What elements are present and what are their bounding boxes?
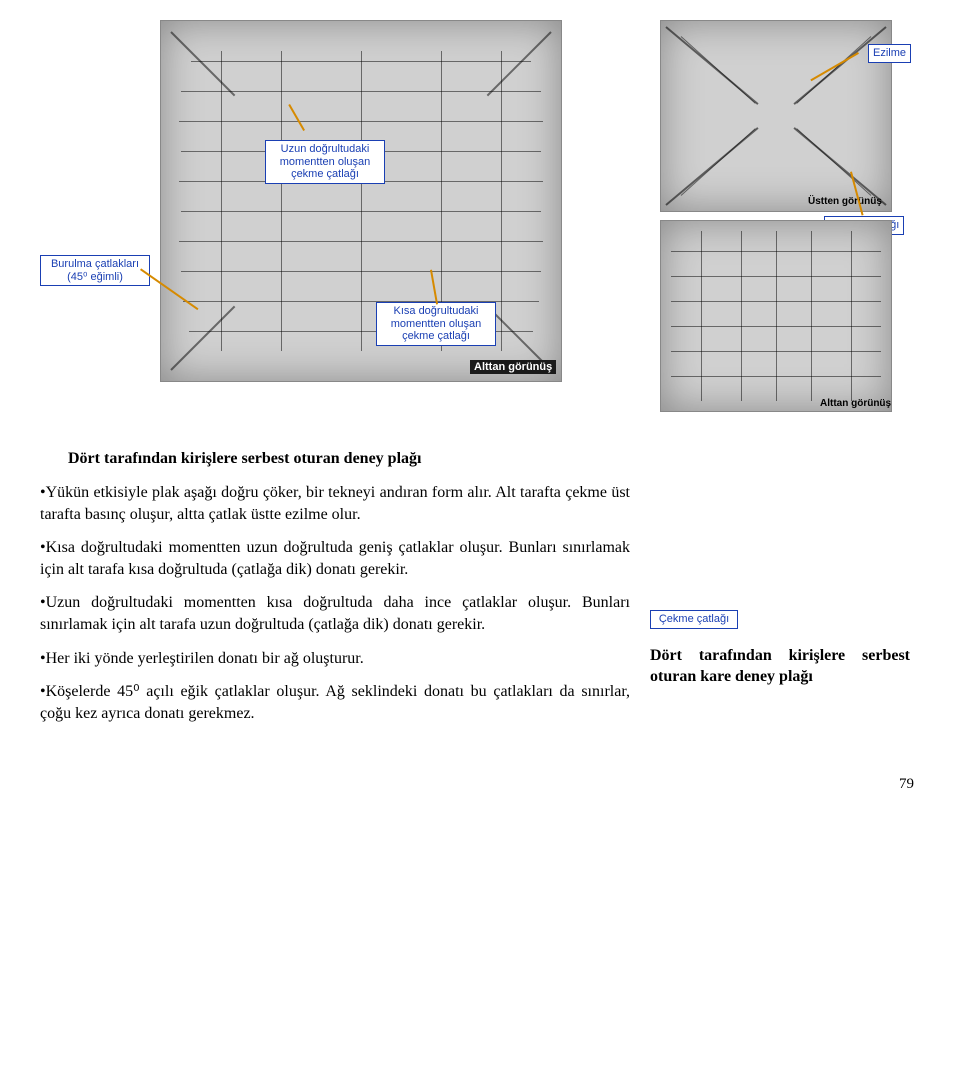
bullet-paragraph-4: •Her iki yönde yerleştirilen donatı bir … [40, 648, 630, 670]
bullet-paragraph-5: •Köşelerde 45⁰ açılı eğik çatlaklar oluş… [40, 681, 630, 724]
view-caption-top: Üstten görünüş [808, 196, 882, 207]
left-column: Dört tarafından kirişlere serbest oturan… [40, 450, 630, 736]
slab-image-bottom-view-sq [660, 220, 892, 412]
label-text: Çekme çatlağı [659, 613, 729, 625]
label-kisa-dogrultu: Kısa doğrultudaki momentten oluşan çekme… [376, 302, 496, 346]
bullet-paragraph-2: •Kısa doğrultudaki momentten uzun doğrul… [40, 537, 630, 580]
figure-heading: Dört tarafından kirişlere serbest oturan… [40, 450, 630, 468]
slab-image-bottom-view [160, 20, 562, 382]
view-caption-bottom: Alttan görünüş [470, 360, 556, 374]
label-text: Ezilme [873, 47, 906, 59]
label-text: Kısa doğrultudaki momentten oluşan çekme… [391, 305, 482, 342]
figure-right: Ezilme Üstten görünüş Çekme çatlağı [620, 20, 920, 440]
label-burulma-catlaklari: Burulma çatlakları (45⁰ eğimli) [40, 255, 150, 286]
side-figure-caption: Dört tarafından kirişlere serbest oturan… [650, 645, 910, 688]
bullet-paragraph-3: •Uzun doğrultudaki momentten kısa doğrul… [40, 592, 630, 635]
page-number: 79 [40, 776, 920, 793]
label-text: Burulma çatlakları (45⁰ eğimli) [51, 258, 139, 283]
bullet-paragraph-1: •Yükün etkisiyle plak aşağı doğru çöker,… [40, 482, 630, 525]
right-column: Çekme çatlağı Dört tarafından kirişlere … [650, 450, 910, 736]
figures-row: Burulma çatlakları (45⁰ eğimli) Uzun doğ… [40, 20, 920, 440]
view-caption-bottom-sq: Alttan görünüş [820, 398, 891, 409]
figure-left: Burulma çatlakları (45⁰ eğimli) Uzun doğ… [40, 20, 600, 440]
label-uzun-dogrultu: Uzun doğrultudaki momentten oluşan çekme… [265, 140, 385, 184]
label-ezilme: Ezilme [868, 44, 911, 63]
slab-image-top-view [660, 20, 892, 212]
label-text: Uzun doğrultudaki momentten oluşan çekme… [280, 143, 371, 180]
label-cekme-catlagi-bottom: Çekme çatlağı [650, 610, 738, 629]
content-row: Dört tarafından kirişlere serbest oturan… [40, 450, 920, 736]
